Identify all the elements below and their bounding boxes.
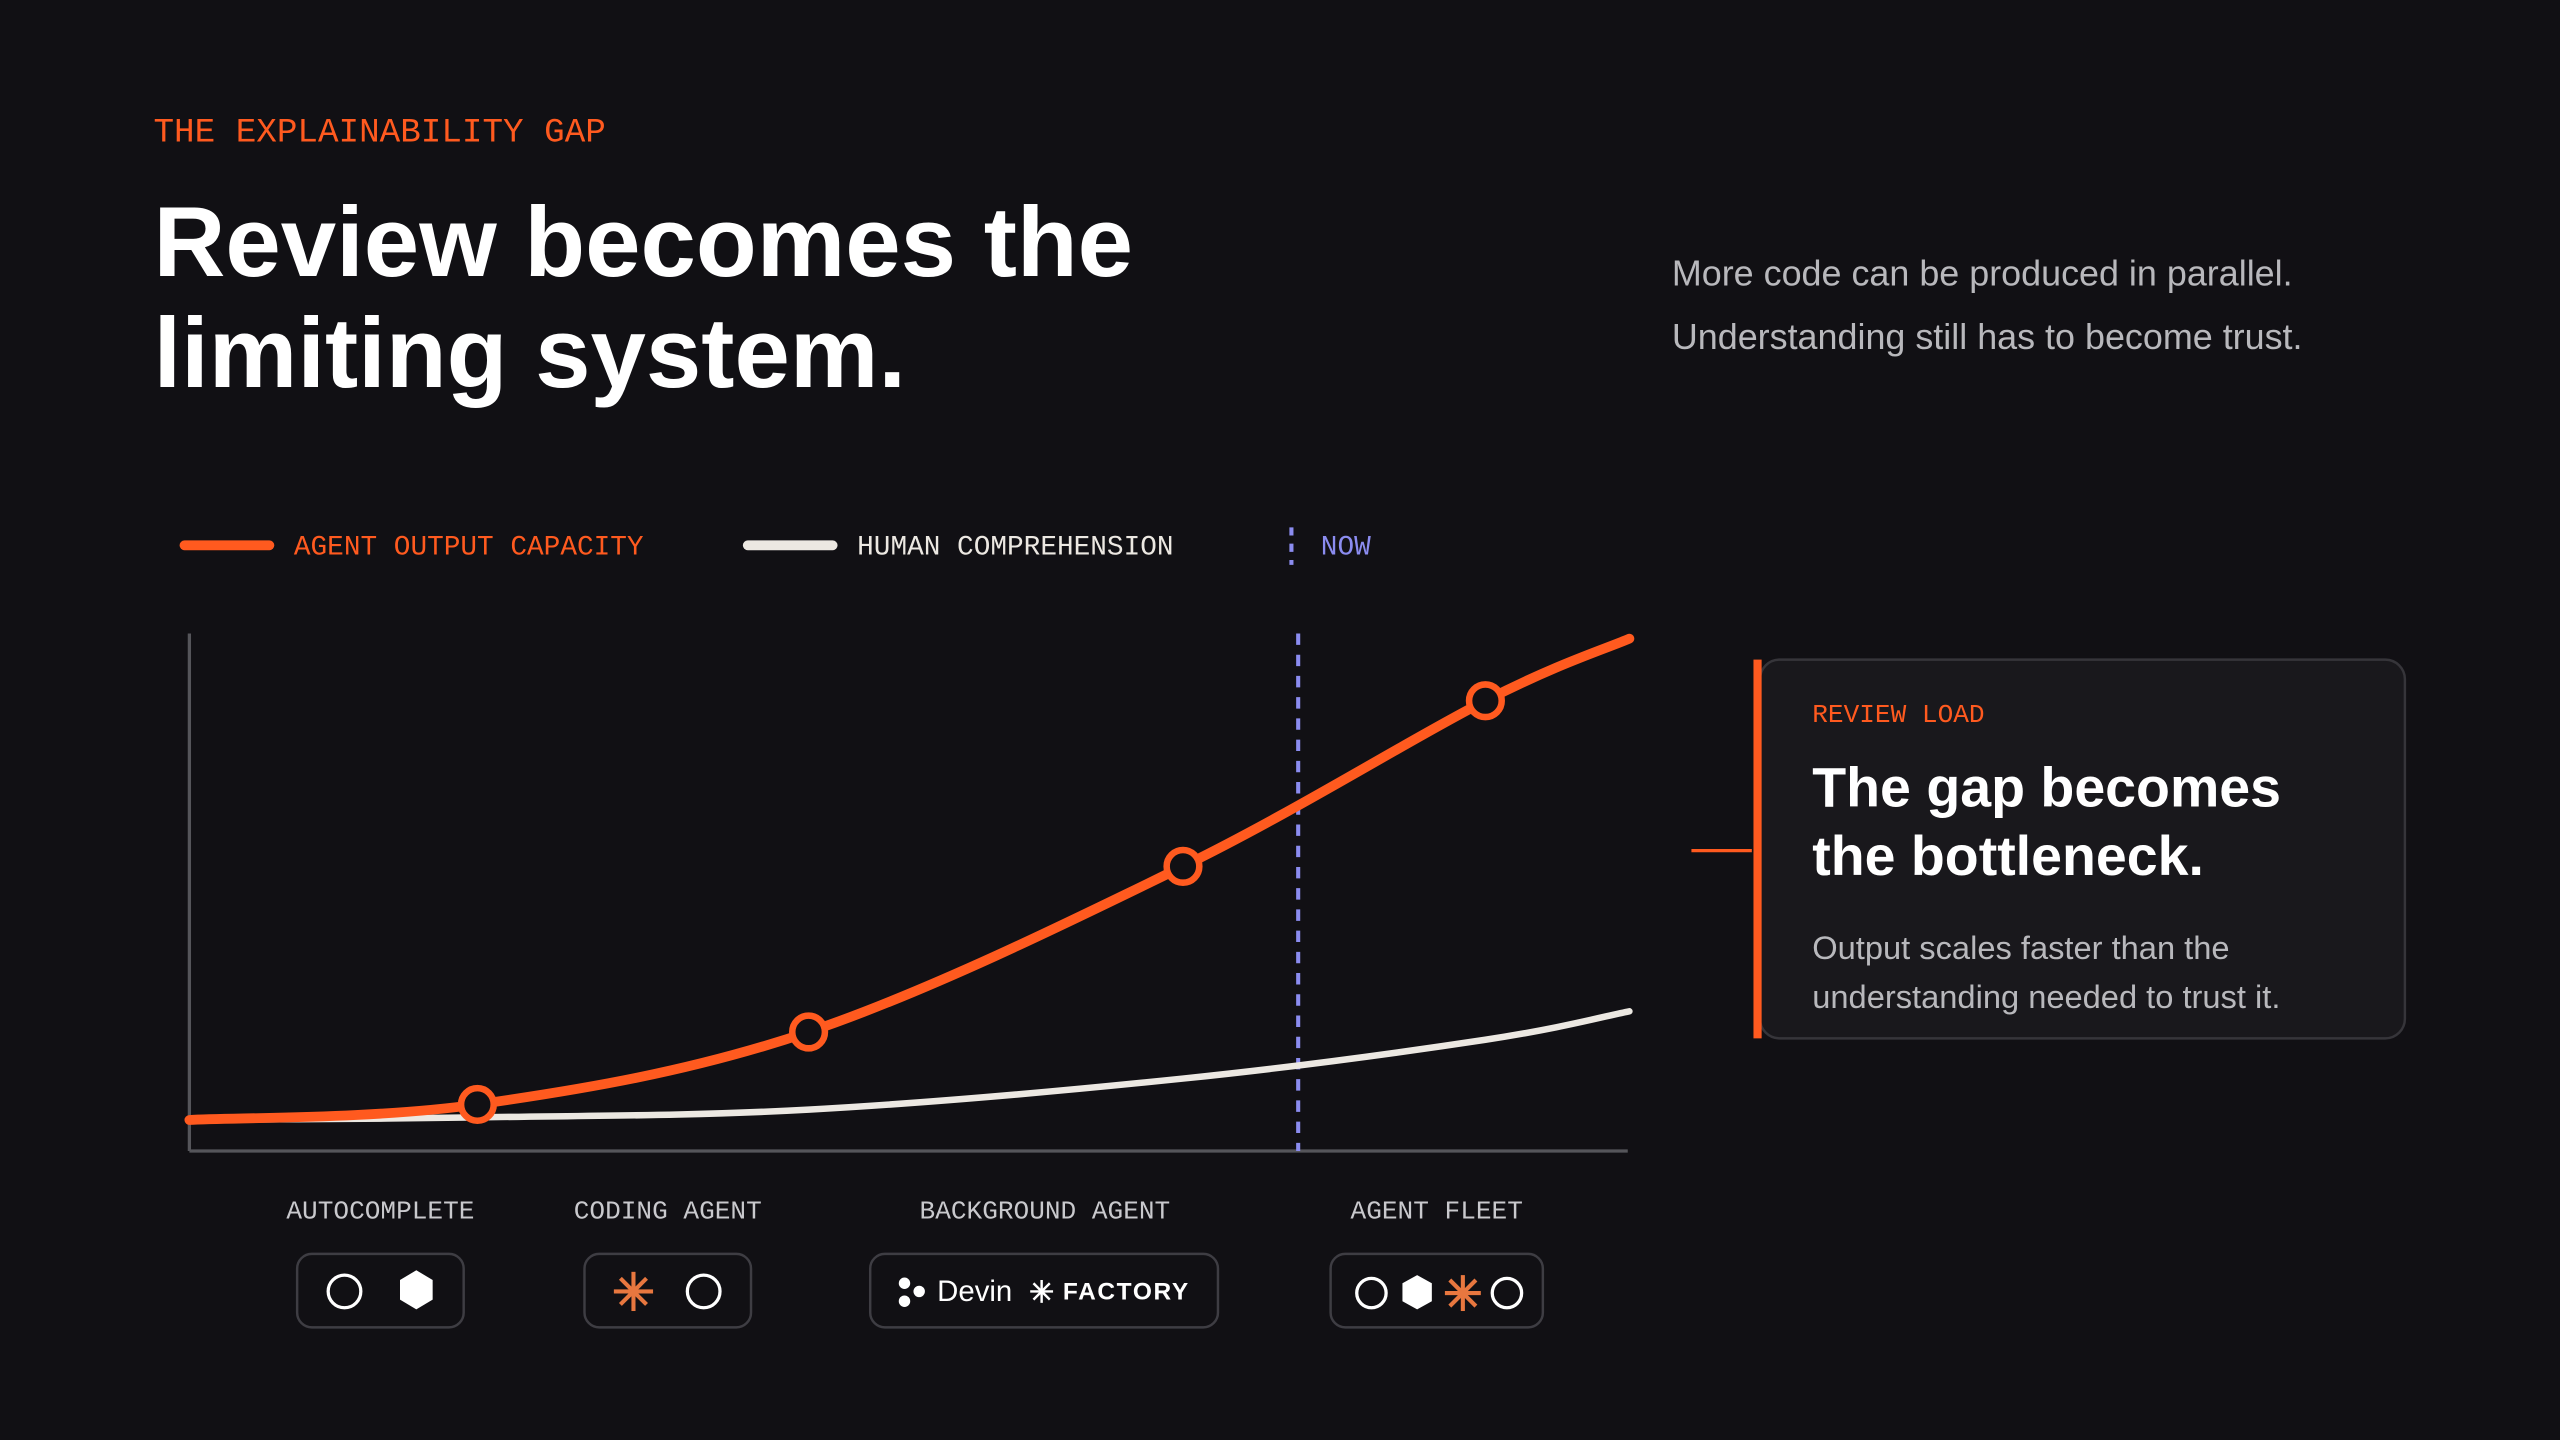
legend-label: HUMAN COMPREHENSION [857, 532, 1173, 563]
logo-text: Devin [937, 1275, 1012, 1308]
claude-icon [1444, 1275, 1481, 1312]
callout-eyebrow: REVIEW LOAD [1812, 700, 1984, 730]
factory-icon [1030, 1280, 1054, 1303]
stage-label: AGENT FLEET [1351, 1196, 1523, 1226]
claude-icon [613, 1271, 654, 1312]
title-line: limiting system. [153, 298, 906, 409]
stage-label: CODING AGENT [574, 1196, 762, 1226]
milestone-marker [1163, 846, 1203, 886]
copilot-icon [1355, 1276, 1388, 1310]
callout-body: Output scales faster than the [1812, 929, 2229, 966]
openai-icon [685, 1273, 722, 1310]
legend-now-label: NOW [1321, 532, 1371, 563]
milestone-marker [788, 1012, 829, 1052]
logo-box [868, 1252, 1220, 1329]
milestone-marker [1465, 681, 1505, 721]
logo-text: FACTORY [1063, 1279, 1190, 1306]
openai-icon [1490, 1276, 1524, 1310]
callout-title: the bottleneck. [1812, 825, 2204, 887]
cursor-icon [400, 1270, 433, 1310]
logo-boxes [295, 1252, 1545, 1329]
title-line: Review becomes the [153, 187, 1133, 298]
stage-label: AUTOCOMPLETE [286, 1196, 474, 1226]
legend-label: AGENT OUTPUT CAPACITY [294, 532, 644, 563]
stage-label: BACKGROUND AGENT [920, 1196, 1171, 1226]
aside-line: More code can be produced in parallel. [1672, 252, 2293, 293]
callout-title: The gap becomes [1812, 756, 2281, 818]
callout-accent [1753, 659, 1762, 1039]
aside-line: Understanding still has to become trust. [1672, 316, 2303, 357]
cursor-icon [1402, 1275, 1432, 1310]
eyebrow: THE EXPLAINABILITY GAP [153, 113, 605, 152]
logo-box [295, 1252, 465, 1329]
callout-body: understanding needed to trust it. [1812, 978, 2280, 1015]
logo-icons [326, 1270, 1524, 1312]
copilot-icon [326, 1273, 363, 1310]
logo-box [1329, 1252, 1545, 1329]
milestone-marker [457, 1084, 497, 1125]
devin-icon [898, 1277, 925, 1307]
series-line [186, 1008, 1633, 1124]
logo-box [583, 1252, 753, 1329]
